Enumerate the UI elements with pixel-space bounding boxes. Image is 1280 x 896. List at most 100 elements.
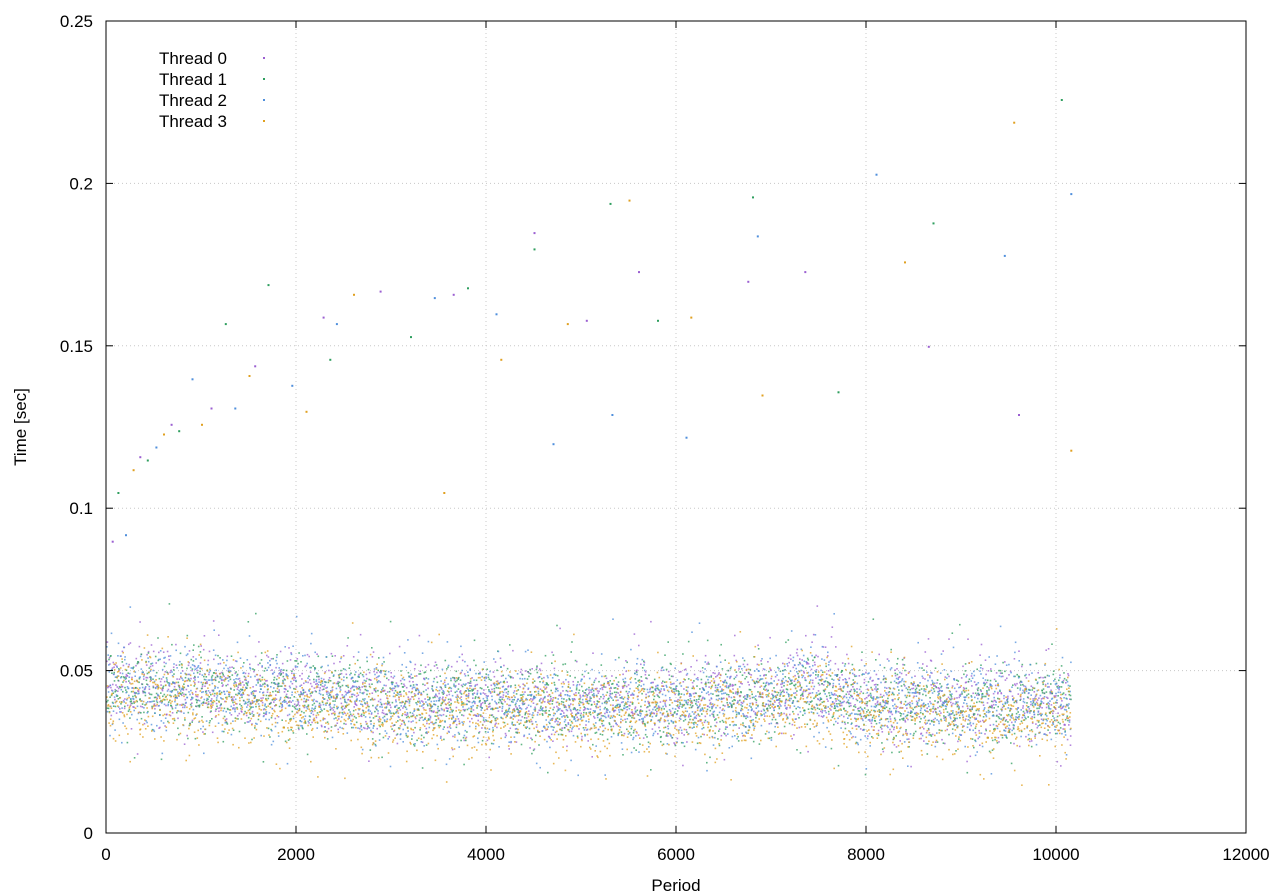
data-point xyxy=(153,703,156,705)
data-point xyxy=(209,669,212,672)
data-point xyxy=(174,707,177,709)
data-point xyxy=(712,672,714,674)
data-point xyxy=(276,683,278,686)
data-point xyxy=(258,714,260,716)
data-point xyxy=(929,675,931,677)
data-point xyxy=(758,679,761,682)
data-point xyxy=(455,685,457,687)
data-point xyxy=(580,738,583,741)
data-point xyxy=(261,666,263,668)
data-point xyxy=(933,690,936,693)
data-point xyxy=(846,691,849,693)
data-point xyxy=(760,710,763,712)
data-point xyxy=(169,694,171,697)
data-point xyxy=(668,704,671,706)
data-point xyxy=(492,726,494,729)
data-point xyxy=(175,696,177,699)
data-point xyxy=(913,695,915,698)
data-point xyxy=(768,700,771,703)
data-point xyxy=(873,709,875,712)
data-point xyxy=(579,714,582,717)
data-point xyxy=(173,681,176,684)
data-point xyxy=(1042,676,1044,679)
data-point xyxy=(628,731,631,734)
data-point xyxy=(666,735,669,737)
data-point xyxy=(238,712,241,715)
data-point xyxy=(148,692,150,694)
data-point xyxy=(805,702,808,704)
data-point xyxy=(846,653,848,656)
data-point xyxy=(431,688,433,690)
data-point xyxy=(309,724,312,726)
data-point xyxy=(701,687,704,689)
data-point xyxy=(561,727,563,729)
data-point xyxy=(627,714,630,717)
data-point xyxy=(694,692,696,694)
data-point xyxy=(446,726,449,729)
data-point xyxy=(401,678,404,680)
data-point xyxy=(237,686,239,689)
data-point xyxy=(785,688,788,690)
data-point xyxy=(958,694,961,696)
data-point xyxy=(545,686,548,689)
data-point xyxy=(445,763,448,766)
data-point xyxy=(405,714,408,716)
data-point xyxy=(897,657,899,660)
data-point xyxy=(934,700,936,702)
data-point xyxy=(518,707,521,709)
data-point xyxy=(900,702,902,705)
data-point xyxy=(466,699,469,702)
data-point xyxy=(454,680,457,683)
data-point xyxy=(523,717,526,719)
data-point xyxy=(854,706,857,708)
data-point xyxy=(318,690,321,692)
data-point xyxy=(185,688,188,691)
data-point xyxy=(509,727,512,730)
data-point xyxy=(222,674,224,676)
data-point xyxy=(281,704,283,706)
data-point xyxy=(1023,692,1026,694)
data-point xyxy=(373,698,376,701)
data-point xyxy=(536,686,539,689)
data-point xyxy=(113,696,116,698)
data-point xyxy=(921,704,923,706)
data-point xyxy=(540,697,542,700)
data-point xyxy=(447,683,449,685)
data-point xyxy=(234,717,237,719)
data-point xyxy=(469,669,471,671)
data-point xyxy=(152,650,155,653)
data-point xyxy=(232,707,234,709)
data-point xyxy=(836,674,839,676)
data-point xyxy=(575,687,578,689)
data-point xyxy=(632,731,635,734)
data-point xyxy=(902,663,904,666)
data-point xyxy=(1024,674,1026,677)
data-point xyxy=(222,740,225,743)
data-point xyxy=(534,706,536,709)
data-point xyxy=(803,672,805,674)
data-point xyxy=(387,703,390,705)
data-point xyxy=(1002,675,1004,678)
data-point xyxy=(1043,692,1046,695)
data-point xyxy=(562,701,565,704)
data-point xyxy=(891,725,893,728)
data-point xyxy=(469,720,471,723)
data-point xyxy=(207,663,209,666)
data-point xyxy=(604,712,606,715)
data-point xyxy=(593,701,595,703)
data-point xyxy=(219,690,221,692)
data-point xyxy=(413,710,415,712)
data-point xyxy=(216,705,218,708)
data-point xyxy=(749,668,752,671)
data-point xyxy=(469,685,471,687)
data-point xyxy=(915,687,918,690)
data-point xyxy=(724,728,727,730)
data-point xyxy=(532,698,535,700)
data-point xyxy=(972,713,975,716)
data-point xyxy=(907,691,910,694)
data-point xyxy=(571,715,574,718)
data-point xyxy=(389,687,391,689)
data-point xyxy=(123,707,126,710)
data-point xyxy=(217,722,220,724)
data-point xyxy=(759,686,761,688)
